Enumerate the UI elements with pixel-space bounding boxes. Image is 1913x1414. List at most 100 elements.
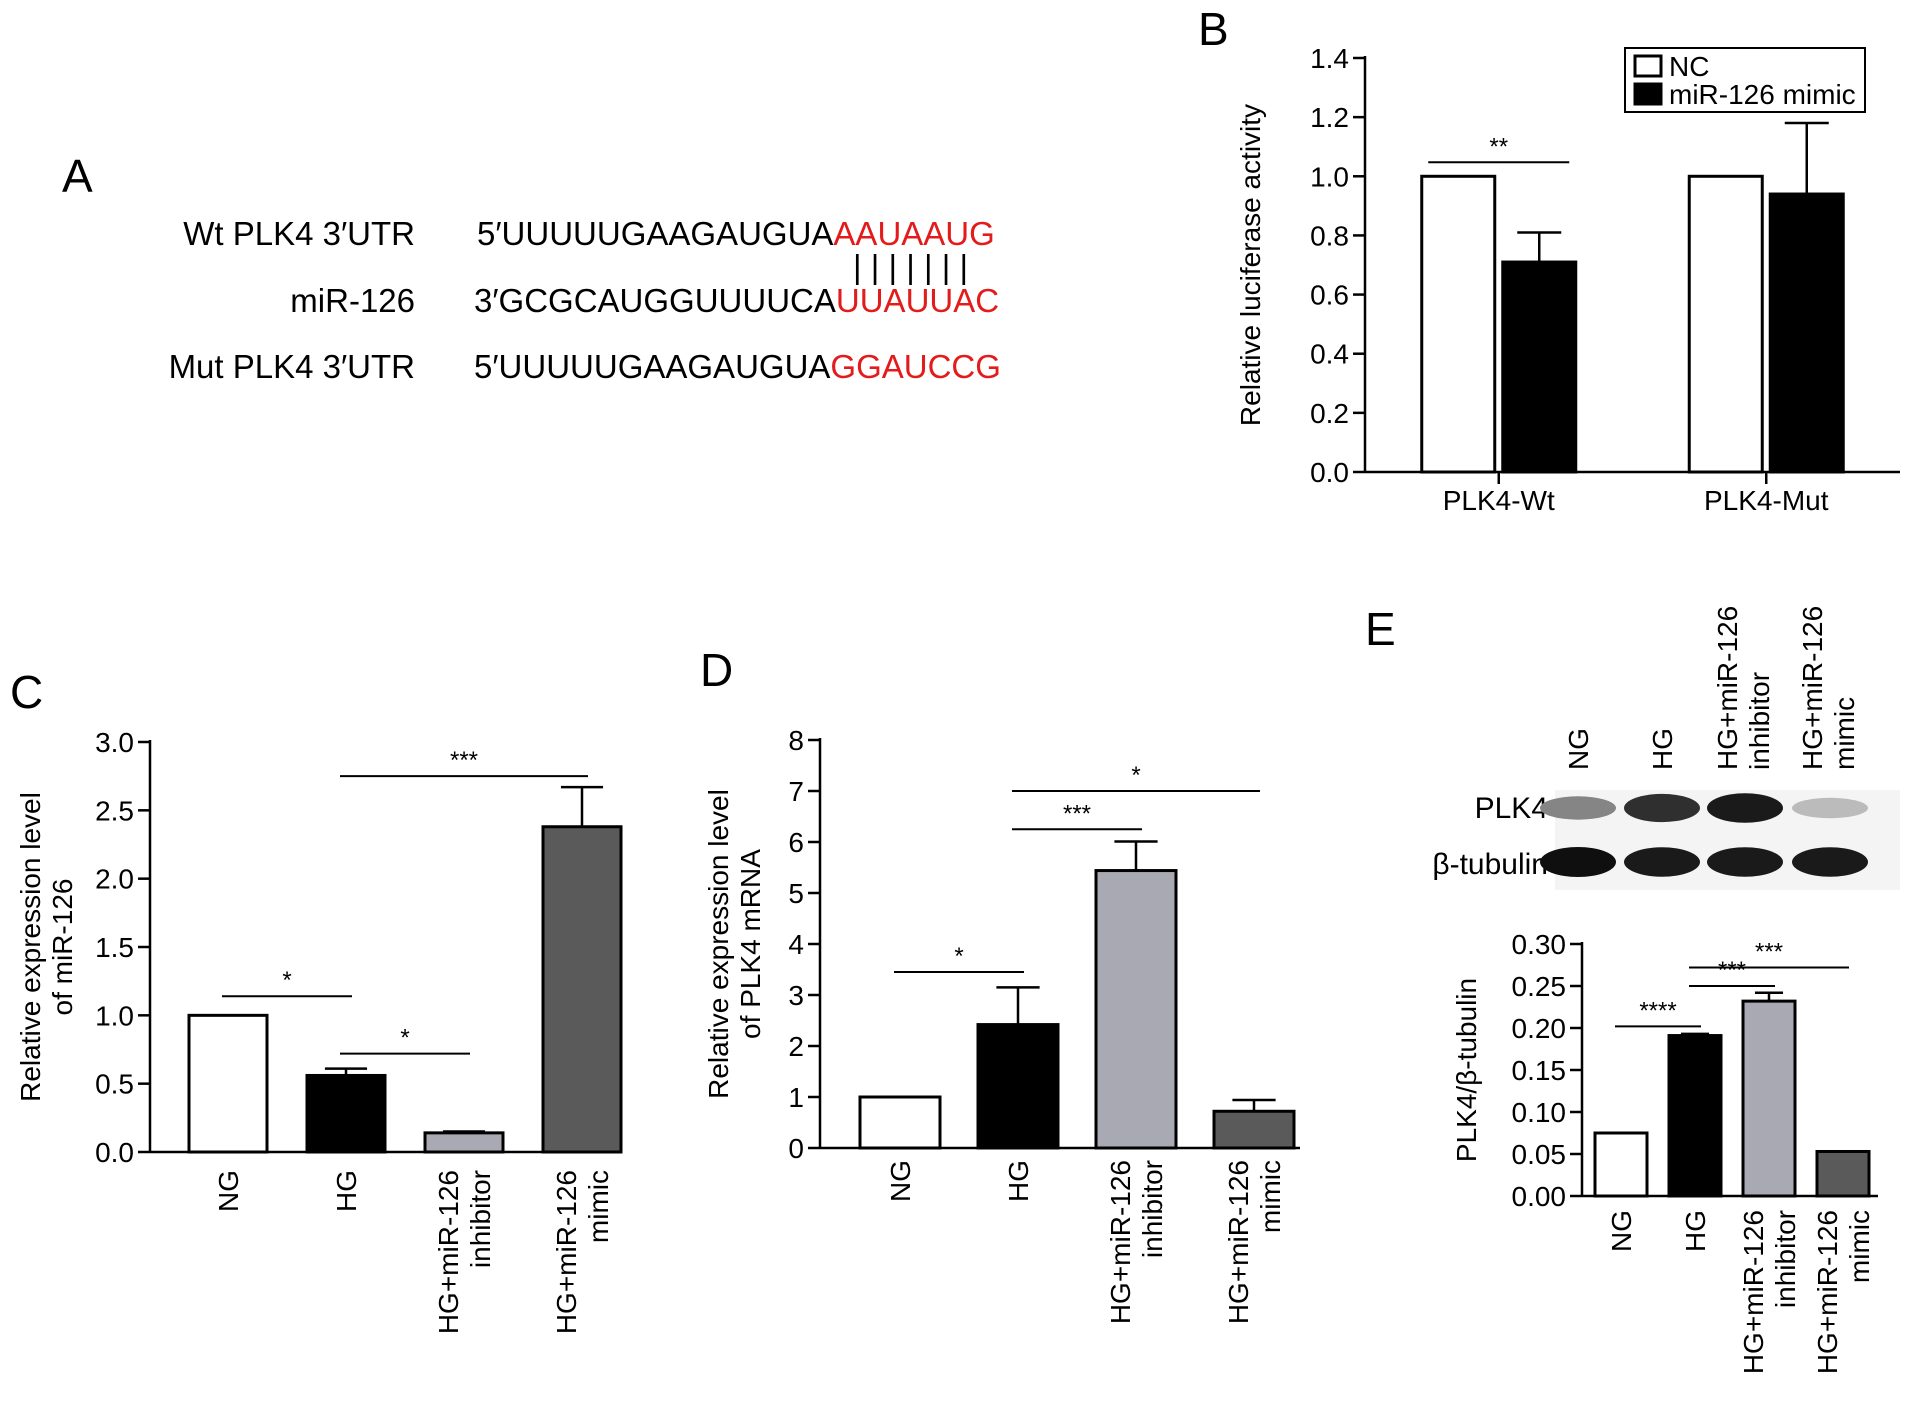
mir-126-prefix: 3′GCGCAUGGUUUUCA [474, 282, 836, 319]
x-category-label: mimic [1844, 1210, 1875, 1283]
y-tick-label: 6 [788, 827, 804, 858]
y-tick-label: 0.8 [1310, 220, 1349, 251]
y-axis-title: Relative expression level [703, 789, 734, 1099]
wt-utr-label: Wt PLK4 3′UTR [183, 215, 415, 252]
blot-band [1792, 847, 1868, 877]
bar [858, 1095, 942, 1150]
x-category-label: NG [885, 1160, 916, 1202]
x-category-label: inhibitor [465, 1170, 496, 1268]
mut-utr-label: Mut PLK4 3′UTR [169, 348, 415, 385]
y-axis-title: of miR-126 [47, 879, 78, 1016]
x-category-label: HG+miR-126 [1105, 1160, 1136, 1324]
x-category-label: HG [331, 1170, 362, 1212]
mir-126-seed: UUAUUAC [836, 282, 999, 319]
blot-lane-labels: NG HG HG+miR-126 inhibitor HG+miR-126 mimic [1563, 606, 1860, 770]
y-tick-label: 2 [788, 1031, 804, 1062]
significance-label: * [1131, 762, 1140, 789]
mut-utr-seed: GGAUCCG [830, 348, 1001, 385]
bar [1212, 1109, 1296, 1150]
chart-e-plk4-tubulin-ratio: 0.00 0.05 0.10 0.15 0.20 0.25 0.30 PLK4/β-tubul… [1451, 929, 1878, 1374]
x-category-label: HG+miR-126 [1738, 1210, 1769, 1374]
significance-label: * [954, 943, 963, 970]
y-axis-title: PLK4/β-tubulin [1451, 978, 1482, 1162]
blot-lane-label: HG+miR-126 [1797, 606, 1828, 770]
panel-letter: C [10, 666, 43, 718]
x-category-label: HG+miR-126 [1223, 1160, 1254, 1324]
y-tick-label: 0.00 [1512, 1181, 1567, 1212]
bar [1094, 869, 1178, 1150]
x-category-label: NG [1606, 1210, 1637, 1252]
x-category-label: HG+miR-126 [1812, 1210, 1843, 1374]
x-category-label: NG [213, 1170, 244, 1212]
mir-126-sequence: 3′GCGCAUGGUUUUCAUUAUUAC [474, 282, 999, 319]
y-tick-label: 1 [788, 1082, 804, 1113]
y-tick-label: 3.0 [95, 727, 134, 758]
y-tick-label: 1.5 [95, 932, 134, 963]
bar [1667, 1034, 1723, 1198]
y-tick-label: 0.6 [1310, 280, 1349, 311]
x-category-label: HG+miR-126 [551, 1170, 582, 1334]
legend-box [1624, 47, 1866, 113]
significance-label: * [400, 1025, 409, 1052]
blot-band [1707, 793, 1783, 823]
x-category-label: inhibitor [1137, 1160, 1168, 1258]
x-category-label: mimic [1255, 1160, 1286, 1233]
significance-label: *** [1755, 939, 1783, 966]
blot-lane-label: NG [1563, 728, 1594, 770]
blot-band [1624, 847, 1700, 877]
bar [1815, 1149, 1871, 1198]
x-category-label: inhibitor [1770, 1210, 1801, 1308]
blot-lane-label: HG+miR-126 [1712, 606, 1743, 770]
bar [423, 1131, 505, 1154]
legend-entry: NC [1669, 51, 1709, 82]
x-category-label: PLK4-Mut [1704, 485, 1829, 516]
y-tick-label: 1.2 [1310, 102, 1349, 133]
legend-swatch [1633, 54, 1663, 78]
legend-swatch [1633, 82, 1663, 106]
y-tick-label: 1.4 [1310, 43, 1349, 74]
panel-e-letter: E [1365, 603, 1396, 655]
bar [1768, 192, 1845, 474]
bar [1501, 260, 1578, 474]
bar [1687, 174, 1764, 474]
blot-lane-label: HG [1647, 728, 1678, 770]
significance-label: *** [450, 747, 478, 774]
x-category-label: HG [1680, 1210, 1711, 1252]
blot-band [1540, 796, 1616, 820]
y-tick-label: 4 [788, 929, 804, 960]
y-axis-title: Relative luciferase activity [1235, 104, 1266, 426]
y-tick-label: 7 [788, 776, 804, 807]
wt-utr-prefix: 5′UUUUUGAAGAUGUA [477, 215, 833, 252]
x-category-label: HG [1003, 1160, 1034, 1202]
x-category-label: HG+miR-126 [433, 1170, 464, 1334]
seed-pairing-lines: | | | | | | | [853, 248, 968, 285]
blot-bands [1540, 790, 1900, 890]
y-tick-label: 0.10 [1512, 1097, 1567, 1128]
blot-row-label-plk4: PLK4 [1475, 792, 1548, 825]
y-tick-label: 0.25 [1512, 971, 1567, 1002]
significance-label: * [282, 967, 291, 994]
y-tick-label: 0.20 [1512, 1013, 1567, 1044]
y-tick-label: 2.0 [95, 864, 134, 895]
y-tick-label: 0.2 [1310, 398, 1349, 429]
mir-126-label: miR-126 [290, 282, 415, 319]
wt-utr-sequence: 5′UUUUUGAAGAUGUAAAUAAUG [477, 215, 995, 252]
y-tick-label: 1.0 [95, 1000, 134, 1031]
panel-e-western-blot: E NG HG HG+miR-126 inhibitor HG+miR-126 mimic… [1365, 603, 1900, 890]
y-tick-label: 0.4 [1310, 339, 1349, 370]
bar [1593, 1131, 1649, 1198]
significance-label: *** [1063, 800, 1091, 827]
y-axis-title: Relative expression level [15, 792, 46, 1102]
y-tick-label: 0.15 [1512, 1055, 1567, 1086]
bar [541, 825, 623, 1154]
y-tick-label: 5 [788, 878, 804, 909]
y-tick-label: 1.0 [1310, 161, 1349, 192]
y-tick-label: 3 [788, 980, 804, 1011]
y-tick-label: 0 [788, 1133, 804, 1164]
panel-letter: D [700, 644, 733, 696]
significance-label: *** [1718, 957, 1746, 984]
chart-c-mir126-expression: C 0.0 0.5 1.0 1.5 2.0 2.5 3.0 Relative expressio… [10, 666, 623, 1334]
y-tick-label: 0.05 [1512, 1139, 1567, 1170]
y-tick-label: 0.0 [95, 1137, 134, 1168]
